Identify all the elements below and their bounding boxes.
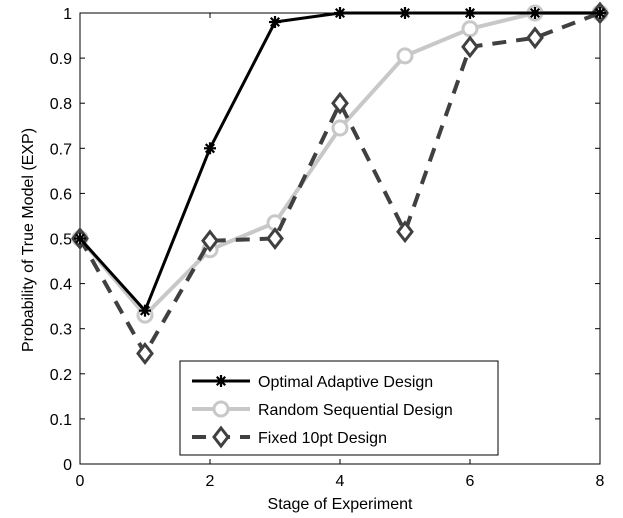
y-tick-label: 0.2 xyxy=(50,367,72,384)
y-tick-label: 0.8 xyxy=(50,96,72,113)
x-tick-label: 4 xyxy=(336,473,345,490)
series-fixed-10pt-design xyxy=(71,1,609,365)
x-tick-label: 8 xyxy=(596,473,605,490)
asterisk-stroke xyxy=(139,305,151,316)
y-tick-label: 0 xyxy=(63,457,72,474)
diamond-marker xyxy=(212,425,230,449)
x-axis-title: Stage of Experiment xyxy=(268,496,414,513)
asterisk-stroke xyxy=(464,7,476,19)
legend-item: Optimal Adaptive Design xyxy=(192,374,433,391)
x-tick-label: 2 xyxy=(206,473,215,490)
y-tick-label: 0.7 xyxy=(50,141,72,158)
data-point-diamond xyxy=(201,229,219,253)
y-axis: 0 0.1 0.2 0.3 0.4 0.5 0.6 0.7 0.8 0.9 1 xyxy=(50,6,600,474)
y-tick-label: 0.6 xyxy=(50,186,72,203)
y-tick-label: 0.9 xyxy=(50,51,72,68)
data-point-asterisk xyxy=(204,142,216,155)
x-tick-label: 0 xyxy=(76,473,85,490)
data-point-circle xyxy=(396,47,414,65)
legend-label: Random Sequential Design xyxy=(258,402,453,419)
data-point-circle xyxy=(331,119,349,137)
data-point-circle xyxy=(461,20,479,38)
y-tick-label: 0.1 xyxy=(50,412,72,429)
asterisk-stroke xyxy=(399,7,411,19)
legend: Optimal Adaptive Design Random Sequential… xyxy=(179,360,499,456)
legend-item: Random Sequential Design xyxy=(192,400,453,419)
asterisk-stroke xyxy=(204,143,216,154)
series-layer xyxy=(71,1,609,365)
data-point-diamond xyxy=(331,91,349,115)
asterisk-stroke xyxy=(334,7,346,19)
data-point-diamond xyxy=(136,342,154,365)
data-point-diamond xyxy=(461,35,479,59)
asterisk-stroke xyxy=(215,375,227,387)
asterisk-stroke xyxy=(529,7,541,19)
y-tick-label: 0.5 xyxy=(50,232,72,249)
data-point-diamond xyxy=(266,227,284,250)
data-point-diamond xyxy=(396,220,414,244)
asterisk-marker xyxy=(215,375,227,387)
data-point-asterisk xyxy=(399,7,411,19)
legend-label: Fixed 10pt Design xyxy=(258,430,387,447)
asterisk-stroke xyxy=(594,7,606,19)
y-tick-label: 0.3 xyxy=(50,322,72,339)
data-point-asterisk xyxy=(529,7,541,19)
y-axis-title: Probability of True Model (EXP) xyxy=(20,128,37,352)
series-line xyxy=(78,11,601,356)
legend-label: Optimal Adaptive Design xyxy=(258,374,433,391)
data-point-asterisk xyxy=(269,16,281,29)
data-point-asterisk xyxy=(464,7,476,19)
series-optimal-adaptive-design xyxy=(74,7,606,317)
data-point-asterisk xyxy=(594,7,606,19)
x-tick-label: 6 xyxy=(466,473,475,490)
data-point-asterisk xyxy=(334,7,346,19)
y-tick-label: 0.4 xyxy=(50,277,72,294)
data-point-asterisk xyxy=(74,232,86,245)
asterisk-stroke xyxy=(74,233,86,244)
legend-item: Fixed 10pt Design xyxy=(192,425,387,449)
circle-marker xyxy=(212,400,230,418)
asterisk-stroke xyxy=(269,16,281,28)
y-tick-label: 1 xyxy=(63,6,72,23)
data-point-asterisk xyxy=(139,304,151,317)
data-point-diamond xyxy=(526,26,544,50)
